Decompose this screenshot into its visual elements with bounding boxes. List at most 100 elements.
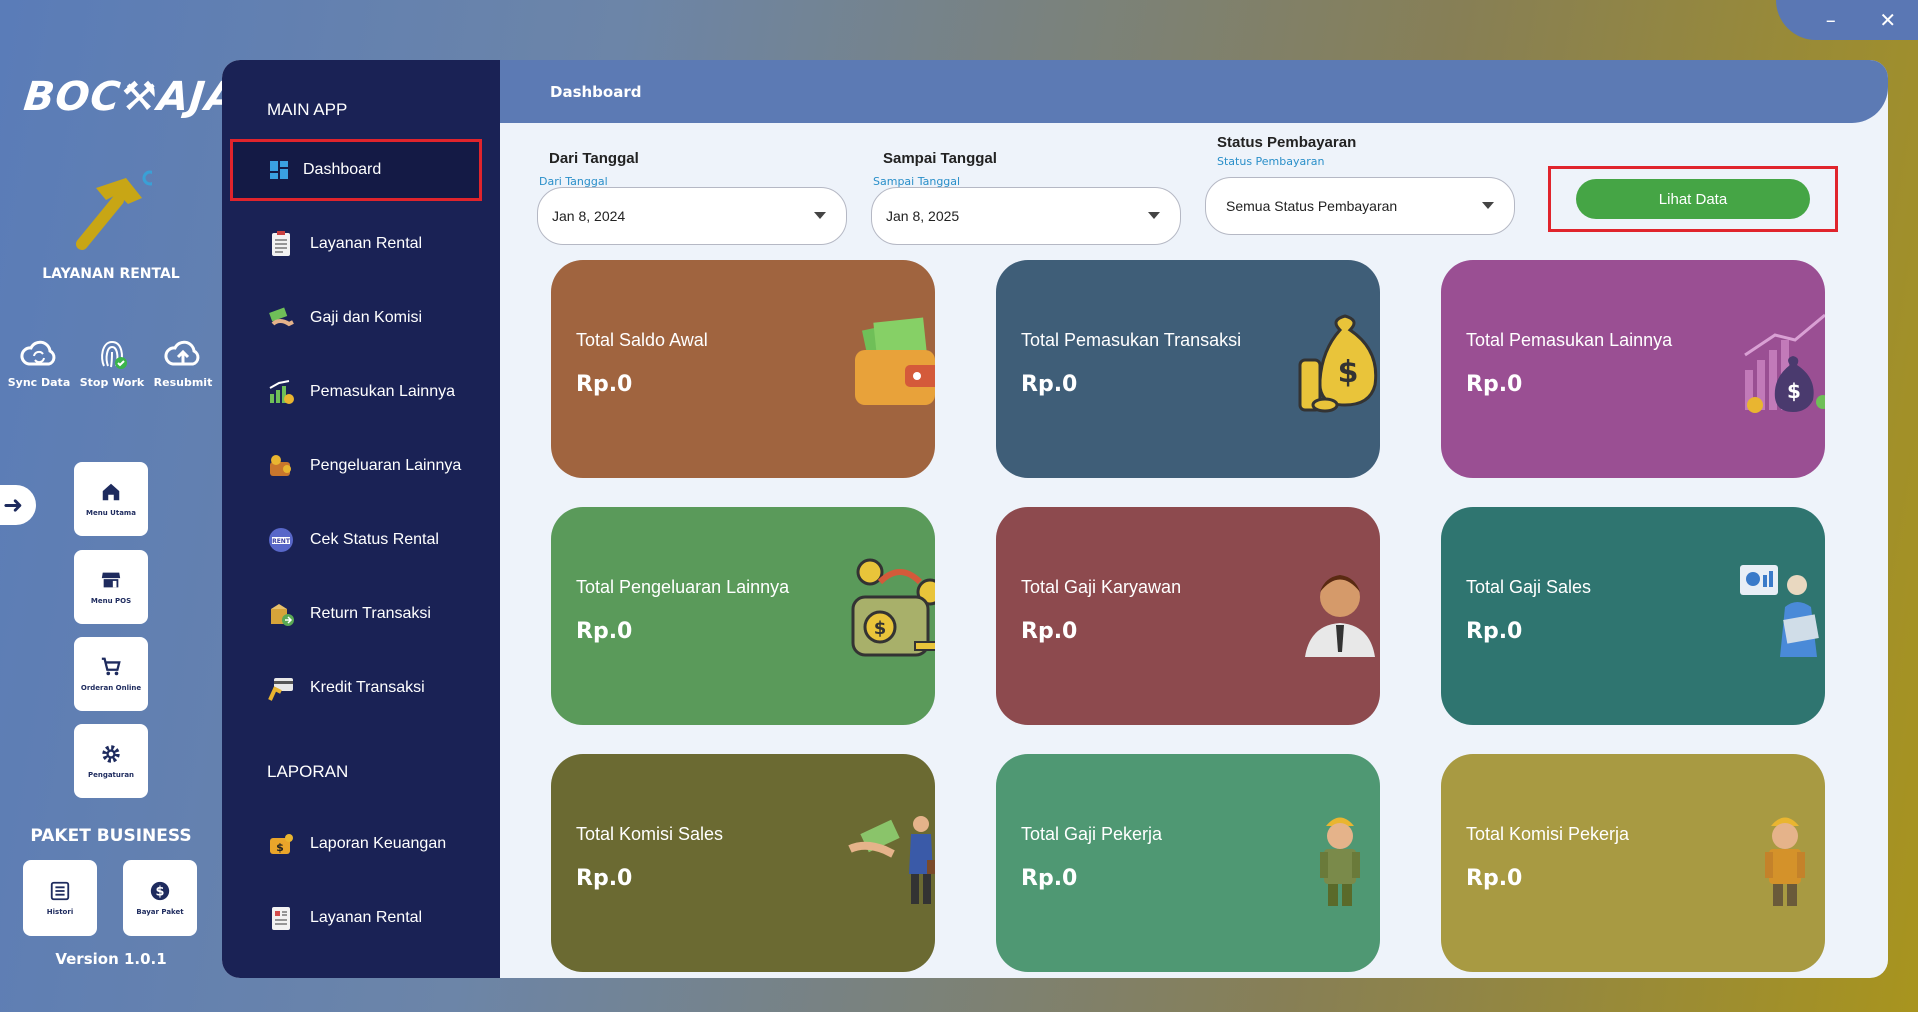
clipboard-icon <box>272 231 290 256</box>
history-icon <box>50 881 70 901</box>
card-title: Total Gaji Sales <box>1466 577 1592 597</box>
expense-icon <box>270 455 291 476</box>
card-total-pemasukan-lainnya: Total Pemasukan Lainnya Rp.0 $ <box>1441 260 1825 478</box>
card-title: Total Gaji Karyawan <box>1021 577 1182 597</box>
expand-arrow-button[interactable]: ➜ <box>0 485 36 525</box>
resubmit-button[interactable]: Resubmit <box>148 336 218 389</box>
sidebar-item-pemasukan-lainnya[interactable]: Pemasukan Lainnya <box>267 375 455 409</box>
payment-status-field: Status Pembayaran Status Pembayaran Semu… <box>1205 134 1515 235</box>
employee-icon <box>1305 575 1375 657</box>
card-value: Rp.0 <box>1021 619 1078 644</box>
lihat-data-button[interactable]: Lihat Data <box>1576 179 1810 219</box>
worker-commission-icon <box>1765 817 1805 906</box>
app-title: LAYANAN RENTAL <box>42 266 180 282</box>
stop-work-button[interactable]: Stop Work <box>77 336 147 389</box>
money-bag-icon: $ <box>1298 314 1378 413</box>
brand-logo: BOC⚒AJA <box>21 74 240 120</box>
close-button[interactable]: ✕ <box>1879 8 1897 32</box>
money-hand-icon <box>269 307 294 327</box>
window-controls: – ✕ <box>1776 0 1918 40</box>
svg-text:RENT: RENT <box>272 538 291 545</box>
left-panel: BOC⚒AJA LAYANAN RENTAL Sync Data Stop Wo… <box>0 0 240 1012</box>
from-date-label: Dari Tanggal <box>549 150 639 167</box>
sidebar-item-layanan-rental[interactable]: Layanan Rental <box>267 227 422 261</box>
menu-pos-tile[interactable]: Menu POS <box>74 550 148 624</box>
hammer-app-icon <box>76 170 152 250</box>
chevron-down-icon <box>1482 202 1494 209</box>
card-total-gaji-karyawan: Total Gaji Karyawan Rp.0 <box>996 507 1380 725</box>
svg-text:$: $ <box>1338 355 1359 390</box>
page-title: Dashboard <box>550 82 642 101</box>
sidebar-item-laporan-keuangan[interactable]: $ Laporan Keuangan <box>267 827 446 861</box>
chevron-down-icon <box>1148 212 1160 219</box>
card-value: Rp.0 <box>576 866 633 891</box>
home-icon <box>102 483 120 501</box>
card-title: Total Pengeluaran Lainnya <box>576 577 790 597</box>
sidebar-item-report-layanan-rental[interactable]: Layanan Rental <box>267 901 422 935</box>
minimize-button[interactable]: – <box>1825 8 1836 32</box>
chevron-down-icon <box>814 212 826 219</box>
cloud-sync-icon <box>20 340 56 366</box>
from-date-value: Jan 8, 2024 <box>552 208 626 224</box>
version-label: Version 1.0.1 <box>55 950 167 968</box>
svg-text:$: $ <box>1787 379 1801 403</box>
sidebar-item-kredit-transaksi[interactable]: Kredit Transaksi <box>267 671 425 705</box>
card-total-pengeluaran-lainnya: Total Pengeluaran Lainnya Rp.0 $ <box>551 507 935 725</box>
sales-person-icon <box>1740 565 1819 657</box>
payment-status-select[interactable]: Semua Status Pembayaran <box>1205 177 1515 235</box>
orderan-online-tile[interactable]: Orderan Online <box>74 637 148 711</box>
rent-icon: RENT <box>269 528 293 552</box>
payment-status-value: Semua Status Pembayaran <box>1226 198 1398 214</box>
to-date-floating-label: Sampai Tanggal <box>873 175 961 188</box>
commission-icon <box>848 816 935 904</box>
sidebar-item-pengeluaran-lainnya[interactable]: Pengeluaran Lainnya <box>267 449 461 483</box>
card-title: Total Komisi Pekerja <box>1466 824 1630 844</box>
card-total-saldo-awal: Total Saldo Awal Rp.0 <box>551 260 935 478</box>
from-date-input[interactable]: Jan 8, 2024 <box>537 187 847 245</box>
store-icon <box>101 572 121 588</box>
card-total-gaji-pekerja: Total Gaji Pekerja Rp.0 <box>996 754 1380 972</box>
payment-status-floating-label: Status Pembayaran <box>1217 155 1325 168</box>
svg-text:$: $ <box>276 841 284 854</box>
sidebar-item-gaji-komisi[interactable]: Gaji dan Komisi <box>267 301 422 335</box>
card-title: Total Gaji Pekerja <box>1021 824 1163 844</box>
sidebar-item-dashboard[interactable]: Dashboard <box>230 139 482 201</box>
dollar-icon: $ <box>150 881 170 901</box>
credit-card-icon <box>268 678 293 701</box>
histori-tile[interactable]: Histori <box>23 860 97 936</box>
card-value: Rp.0 <box>576 619 633 644</box>
sync-data-button[interactable]: Sync Data <box>4 336 74 389</box>
app-panel: MAIN APP Dashboard Layanan Rental Gaji d… <box>222 60 1888 978</box>
return-icon <box>271 604 294 626</box>
card-value: Rp.0 <box>1466 619 1523 644</box>
package-title: PAKET BUSINESS <box>30 826 192 846</box>
wallet-icon <box>855 317 935 405</box>
to-date-label: Sampai Tanggal <box>883 150 997 167</box>
card-value: Rp.0 <box>1021 866 1078 891</box>
to-date-value: Jan 8, 2025 <box>886 208 960 224</box>
sidebar-item-return-transaksi[interactable]: Return Transaksi <box>267 597 431 631</box>
sidebar: MAIN APP Dashboard Layanan Rental Gaji d… <box>222 60 500 978</box>
report-rental-icon <box>272 907 290 930</box>
report-finance-icon: $ <box>270 834 293 854</box>
growth-chart-icon: $ <box>1744 313 1825 413</box>
card-total-komisi-pekerja: Total Komisi Pekerja Rp.0 <box>1441 754 1825 972</box>
payment-status-label: Status Pembayaran <box>1217 134 1357 151</box>
to-date-input[interactable]: Jan 8, 2025 <box>871 187 1181 245</box>
income-icon <box>269 380 294 404</box>
sidebar-item-cek-status-rental[interactable]: RENT Cek Status Rental <box>267 523 439 557</box>
menu-utama-tile[interactable]: Menu Utama <box>74 462 148 536</box>
card-value: Rp.0 <box>1466 866 1523 891</box>
cart-icon <box>101 657 121 676</box>
svg-text:$: $ <box>156 885 165 900</box>
from-date-floating-label: Dari Tanggal <box>539 175 608 188</box>
card-total-komisi-sales: Total Komisi Sales Rp.0 <box>551 754 935 972</box>
bayar-paket-tile[interactable]: $ Bayar Paket <box>123 860 197 936</box>
worker-icon <box>1320 817 1360 906</box>
card-value: Rp.0 <box>576 372 633 397</box>
arrow-right-icon: ➜ <box>2 491 24 519</box>
card-total-pemasukan-transaksi: Total Pemasukan Transaksi Rp.0 $ <box>996 260 1380 478</box>
pengaturan-tile[interactable]: Pengaturan <box>74 724 148 798</box>
gear-icon <box>102 745 120 763</box>
card-title: Total Pemasukan Transaksi <box>1021 330 1242 350</box>
